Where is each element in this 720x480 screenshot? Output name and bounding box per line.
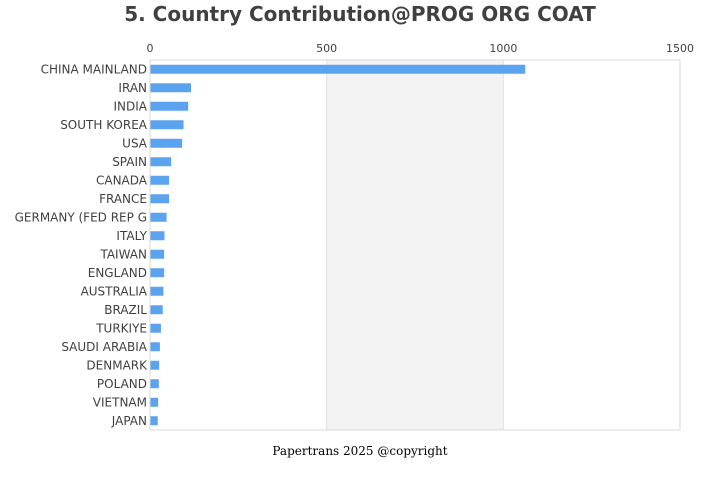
category-label: IRAN	[118, 81, 147, 95]
category-label: ENGLAND	[88, 266, 147, 280]
category-label: GERMANY (FED REP G	[15, 210, 147, 224]
bar	[150, 342, 160, 352]
category-labels: CHINA MAINLAND IRAN INDIA SOUTH KOREA USA SPA…	[15, 62, 149, 428]
copyright-footer: Papertrans 2025 @copyright	[272, 444, 448, 458]
category-label: POLAND	[97, 377, 147, 391]
category-label: SAUDI ARABIA	[61, 340, 147, 354]
category-label: SPAIN	[112, 155, 147, 169]
bar	[150, 323, 161, 333]
x-tick-label: 1000	[489, 42, 517, 55]
category-label: TAIWAN	[99, 247, 147, 261]
x-axis-ticks: 0 500 1000 1500	[147, 42, 695, 55]
category-label: ITALY	[116, 229, 147, 243]
bar	[150, 175, 170, 185]
bar	[150, 305, 163, 315]
bar	[150, 194, 170, 204]
category-label: SOUTH KOREA	[60, 118, 148, 132]
category-label: FRANCE	[99, 192, 147, 206]
category-label: AUSTRALIA	[81, 284, 148, 298]
bar	[150, 397, 159, 407]
category-label: CHINA MAINLAND	[41, 62, 147, 76]
bar	[150, 157, 172, 167]
bar	[150, 249, 165, 259]
category-label: BRAZIL	[104, 303, 147, 317]
bar	[150, 83, 191, 93]
category-label: JAPAN	[111, 414, 147, 428]
bar	[150, 64, 526, 74]
bar	[150, 379, 159, 389]
category-label: TURKIYE	[95, 321, 147, 335]
x-tick-label: 500	[316, 42, 337, 55]
bar	[150, 416, 158, 426]
bar	[150, 268, 165, 278]
background-band	[326, 60, 504, 430]
bar	[150, 286, 164, 296]
bar	[150, 120, 184, 130]
plot-frame	[149, 59, 681, 431]
bar	[150, 360, 160, 370]
x-tick-label: 1500	[666, 42, 694, 55]
bars	[150, 64, 526, 426]
bar	[150, 138, 183, 148]
bar	[150, 231, 165, 241]
category-label: INDIA	[113, 99, 147, 113]
bar	[150, 212, 167, 222]
category-label: USA	[122, 136, 148, 150]
chart-title: 5. Country Contribution@PROG ORG COAT	[124, 2, 596, 26]
background-bands	[326, 60, 504, 430]
bar	[150, 101, 189, 111]
category-label: VIETNAM	[93, 395, 147, 409]
category-label: DENMARK	[86, 358, 148, 372]
category-label: CANADA	[96, 173, 148, 187]
x-tick-label: 0	[147, 42, 154, 55]
